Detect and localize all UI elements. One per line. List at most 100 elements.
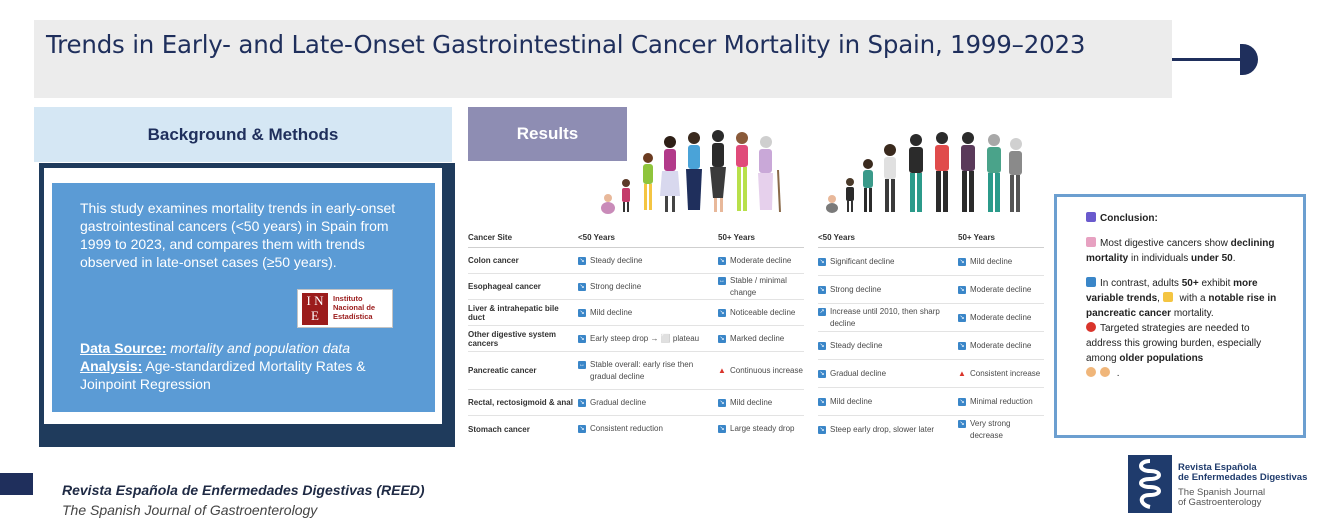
trend-under50: Gradual decline [590, 397, 647, 407]
trend-up-down-icon: ↗ [818, 307, 826, 316]
trend-over50: Noticeable decline [730, 307, 796, 317]
older-person-icon [1086, 367, 1096, 377]
trend-down-icon: ↘ [958, 313, 966, 322]
table-row: ↘ Significant decline ↘ Mild decline [818, 248, 1044, 276]
col-header-under50: <50 Years [578, 233, 616, 242]
trend-down-icon: ↘ [818, 369, 826, 378]
data-source-block: Data Source: mortality and population da… [80, 339, 420, 393]
table-row: Stomach cancer ↘ Consistent reduction ↘ La… [468, 416, 804, 442]
trend-over50: Moderate decline [970, 284, 1032, 294]
col-header-site: Cancer Site [468, 233, 513, 242]
table-row: Colon cancer ↘ Steady decline ↘ Moderate d… [468, 248, 804, 274]
men-age-illustration [826, 132, 1022, 213]
trend-under50: Consistent reduction [590, 424, 663, 433]
cancer-site: Esophageal cancer [468, 282, 541, 291]
trend-down-icon: ↘ [718, 308, 726, 317]
cancer-site: Stomach cancer [468, 424, 530, 434]
table-row: Pancreatic cancer ↔ Stable overall: early… [468, 352, 804, 390]
col-header-over50: 50+ Years [958, 233, 996, 242]
trend-up-icon: ▲ [958, 368, 966, 378]
journal-name: Revista Española de Enfermedades Digesti… [62, 482, 425, 498]
female-figure-icon [601, 130, 781, 214]
trend-under50: Steady decline [830, 340, 883, 350]
conclusion-heading: Conclusion: [1100, 213, 1158, 224]
trend-over50: Stable / minimal change [730, 275, 787, 297]
col-header-under50: <50 Years [818, 233, 856, 242]
trend-down-icon: ↘ [578, 398, 586, 407]
title-bar [34, 20, 1172, 98]
reed-logo-title: Revista Española de Enfermedades Digesti… [1178, 462, 1308, 483]
table-row: Liver & intrahepatic bile duct ↘ Mild dec… [468, 300, 804, 326]
trend-under50: Gradual decline [830, 368, 887, 378]
trend-over50: Very strong decrease [970, 419, 1011, 440]
warning-icon [1162, 292, 1173, 302]
trend-over50: Consistent increase [970, 368, 1041, 378]
analysis-value: Age-standardized Mortality Rates & Joinp… [80, 358, 366, 392]
results-table-left: Cancer Site <50 Years 50+ Years Colon ca… [468, 228, 804, 442]
women-age-illustration [601, 130, 781, 214]
trend-down-icon: ↘ [958, 257, 966, 266]
conclusion-point-3: Targeted strategies are needed to addres… [1086, 322, 1262, 379]
background-methods-heading: Background & Methods [34, 107, 452, 162]
data-source-label: Data Source: [80, 340, 167, 356]
trend-over50: Marked decline [730, 333, 785, 343]
trend-over50: Moderate decline [730, 255, 792, 265]
journal-subtitle: The Spanish Journal of Gastroenterology [62, 502, 318, 518]
table-row: Rectal, rectosigmoid & anal ↘ Gradual dec… [468, 390, 804, 416]
trend-down-icon: ↘ [958, 397, 966, 406]
trend-over50: Continuous increase [730, 365, 803, 375]
table-row: Other digestive system cancers ↘ Early st… [468, 326, 804, 352]
trend-down-icon: ↘ [578, 282, 586, 291]
data-source-value: mortality and population data [166, 340, 351, 356]
trend-down-icon: ↘ [718, 256, 726, 265]
trend-down-icon: ↘ [818, 257, 826, 266]
trend-up-icon: ▲ [718, 365, 726, 375]
trend-under50: Steady decline [590, 255, 643, 265]
table-row: ↗ Increase until 2010, then sharp decline… [818, 304, 1044, 332]
trend-down-icon: ↘ [718, 398, 726, 407]
conclusion-point-2: In contrast, adults 50+ exhibit more var… [1086, 277, 1277, 319]
trend-flat-icon: ↔ [578, 360, 586, 369]
trend-down-icon: ↘ [718, 425, 726, 433]
shuffle-icon [1086, 277, 1096, 287]
table-row: ↘ Steep early drop, slower later ↘ Very st… [818, 416, 1044, 444]
trend-under50: Significant decline [830, 256, 895, 266]
cancer-site: Colon cancer [468, 256, 519, 265]
conclusion-heading-row: Conclusion: [1086, 211, 1286, 226]
trend-under50: Early steep drop → ⬜ plateau [590, 333, 700, 343]
chart-down-icon [1086, 237, 1096, 247]
trend-down-icon: ↘ [578, 425, 586, 433]
trend-down-icon: ↘ [578, 308, 586, 317]
trend-over50: Mild decline [970, 256, 1013, 266]
trend-under50: Mild decline [590, 307, 633, 317]
title-connector-line [1172, 58, 1250, 61]
trend-down-icon: ↘ [578, 334, 586, 343]
trend-down-icon: ↘ [958, 341, 966, 350]
table-row: ↘ Mild decline ↘ Minimal reduction [818, 388, 1044, 416]
trend-down-icon: ↘ [958, 420, 966, 428]
trend-under50: Increase until 2010, then sharp decline [830, 306, 940, 328]
title-connector-knob [1240, 44, 1258, 75]
older-person-icon [1100, 367, 1110, 377]
trend-down-icon: ↘ [818, 285, 826, 294]
trend-down-icon: ↘ [818, 426, 826, 434]
conclusion-point-1: Most digestive cancers show declining mo… [1086, 237, 1275, 264]
table-row: ↘ Steady decline ↘ Moderate decline [818, 332, 1044, 360]
results-heading: Results [468, 107, 627, 161]
table-row: Esophageal cancer ↘ Strong decline ↔ Stabl… [468, 274, 804, 300]
trend-under50: Stable overall: early rise then gradual … [590, 359, 694, 381]
trend-down-icon: ↘ [818, 341, 826, 350]
cancer-site: Liver & intrahepatic bile duct [468, 303, 559, 322]
trend-over50: Moderate decline [970, 340, 1032, 350]
results-table-right: <50 Years 50+ Years ↘ Significant decline… [818, 228, 1044, 444]
trend-under50: Mild decline [830, 396, 873, 406]
trend-under50: Steep early drop, slower later [830, 425, 935, 434]
trend-down-icon: ↘ [578, 256, 586, 265]
trend-over50: Minimal reduction [970, 396, 1033, 406]
back-arrow-icon [1086, 212, 1096, 222]
target-icon [1086, 322, 1096, 332]
trend-flat-icon: ↔ [718, 276, 726, 285]
trend-under50: Strong decline [830, 284, 882, 294]
